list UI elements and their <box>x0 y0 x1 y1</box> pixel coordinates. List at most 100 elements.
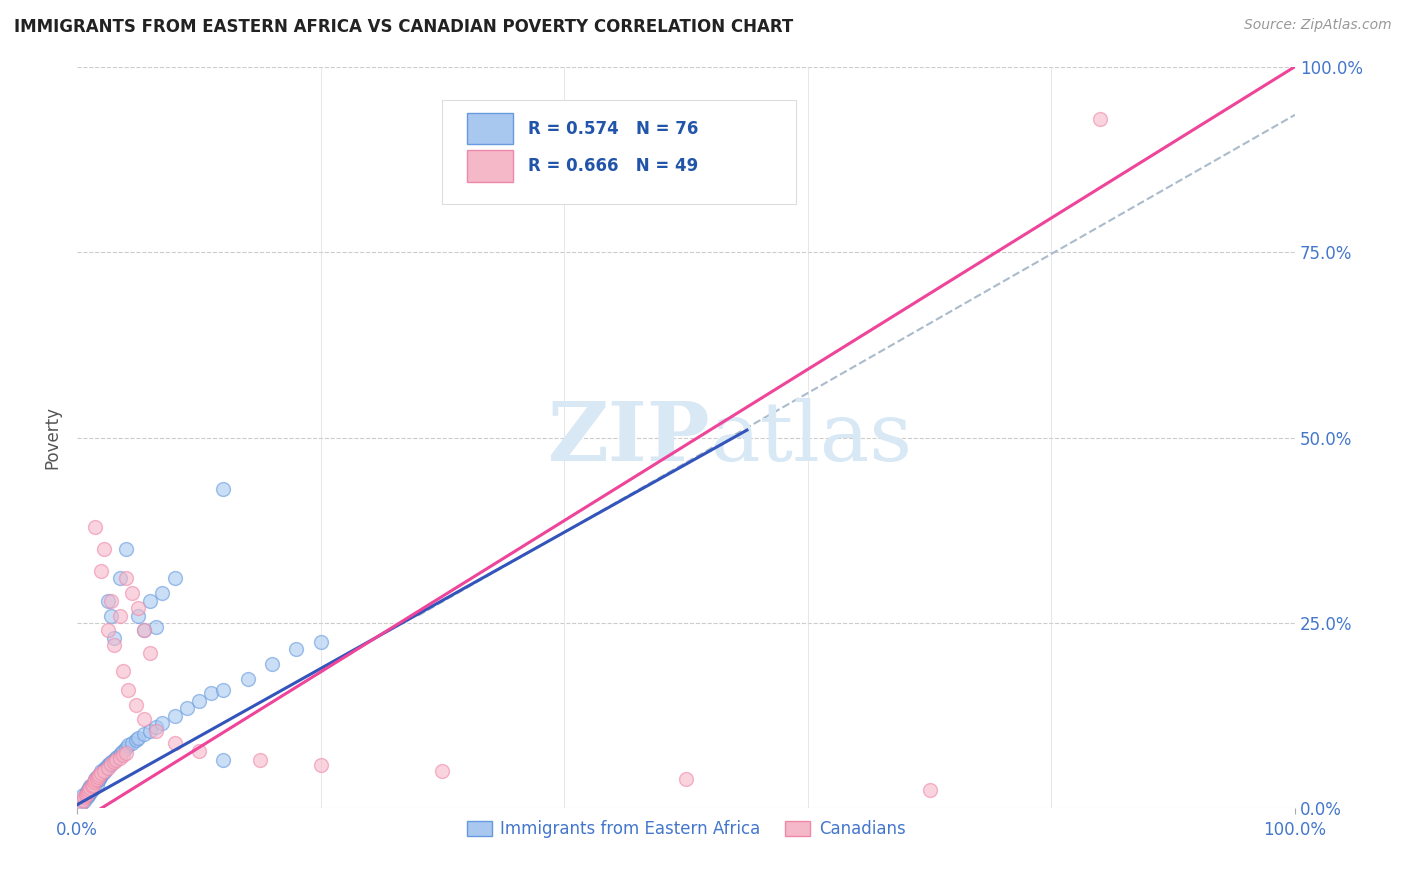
Point <box>90 764 112 779</box>
Point <box>87 772 110 786</box>
Point <box>127 608 149 623</box>
Point <box>77 787 100 801</box>
Point <box>139 593 162 607</box>
Point <box>79 780 101 795</box>
Point <box>79 779 101 793</box>
Point <box>86 770 108 784</box>
Point <box>124 733 146 747</box>
Point <box>117 739 139 753</box>
Point <box>212 682 235 697</box>
Point <box>200 686 222 700</box>
Point <box>114 746 136 760</box>
Point <box>83 775 105 789</box>
Point <box>90 768 112 782</box>
FancyBboxPatch shape <box>467 151 513 182</box>
Point <box>132 624 155 638</box>
Point <box>139 723 162 738</box>
Point <box>96 758 118 772</box>
Point <box>69 796 91 810</box>
Point <box>98 758 121 772</box>
Point <box>80 783 103 797</box>
Point <box>112 664 135 678</box>
Point <box>76 787 98 801</box>
Point <box>75 787 97 801</box>
Point <box>100 593 122 607</box>
Point <box>72 792 94 806</box>
Point <box>145 723 167 738</box>
Point <box>76 785 98 799</box>
Point <box>86 772 108 786</box>
Y-axis label: Poverty: Poverty <box>44 406 60 469</box>
Text: Source: ZipAtlas.com: Source: ZipAtlas.com <box>1244 18 1392 32</box>
Point <box>132 713 155 727</box>
Point <box>90 564 112 578</box>
Point <box>285 642 308 657</box>
Point <box>236 672 259 686</box>
Point <box>84 772 107 786</box>
Point <box>100 756 122 771</box>
Point <box>77 783 100 797</box>
Point <box>103 631 125 645</box>
Point <box>150 716 173 731</box>
Point <box>80 778 103 792</box>
Point <box>112 743 135 757</box>
Point <box>108 572 131 586</box>
Point <box>96 593 118 607</box>
Text: IMMIGRANTS FROM EASTERN AFRICA VS CANADIAN POVERTY CORRELATION CHART: IMMIGRANTS FROM EASTERN AFRICA VS CANADI… <box>14 18 793 36</box>
Point <box>108 747 131 762</box>
Point <box>103 638 125 652</box>
Point <box>103 753 125 767</box>
Point <box>82 780 104 795</box>
Point <box>72 792 94 806</box>
Point <box>103 756 125 770</box>
Point <box>432 764 454 779</box>
Point <box>145 620 167 634</box>
Point <box>70 794 93 808</box>
FancyBboxPatch shape <box>467 113 513 145</box>
Point <box>163 736 186 750</box>
Point <box>139 646 162 660</box>
Point <box>89 770 111 784</box>
Point <box>77 785 100 799</box>
Point <box>77 783 100 797</box>
Point <box>105 751 128 765</box>
Point <box>73 790 96 805</box>
Legend: Immigrants from Eastern Africa, Canadians: Immigrants from Eastern Africa, Canadian… <box>460 814 912 845</box>
Point <box>94 764 117 779</box>
Point <box>114 541 136 556</box>
Point <box>75 788 97 802</box>
Point <box>86 778 108 792</box>
Point <box>72 788 94 802</box>
Point <box>127 731 149 745</box>
Point <box>187 743 209 757</box>
Point <box>121 586 143 600</box>
Point <box>1088 112 1111 126</box>
Point <box>127 601 149 615</box>
Point <box>91 765 114 780</box>
Point <box>84 519 107 533</box>
Point <box>77 788 100 802</box>
Point <box>117 682 139 697</box>
Point <box>150 586 173 600</box>
Point <box>87 768 110 782</box>
Point <box>112 747 135 762</box>
Point <box>108 751 131 765</box>
Point <box>96 761 118 775</box>
Point <box>100 608 122 623</box>
Point <box>145 720 167 734</box>
Text: atlas: atlas <box>710 398 912 477</box>
Point <box>96 761 118 775</box>
Text: R = 0.574   N = 76: R = 0.574 N = 76 <box>527 120 699 138</box>
Point <box>84 773 107 788</box>
Point <box>105 753 128 767</box>
Text: R = 0.666   N = 49: R = 0.666 N = 49 <box>527 157 697 175</box>
Point <box>176 701 198 715</box>
Point <box>97 756 120 771</box>
Point <box>77 780 100 795</box>
FancyBboxPatch shape <box>443 100 796 204</box>
Point <box>108 608 131 623</box>
Point <box>163 708 186 723</box>
Point <box>100 756 122 770</box>
Point <box>121 736 143 750</box>
Point <box>76 790 98 805</box>
